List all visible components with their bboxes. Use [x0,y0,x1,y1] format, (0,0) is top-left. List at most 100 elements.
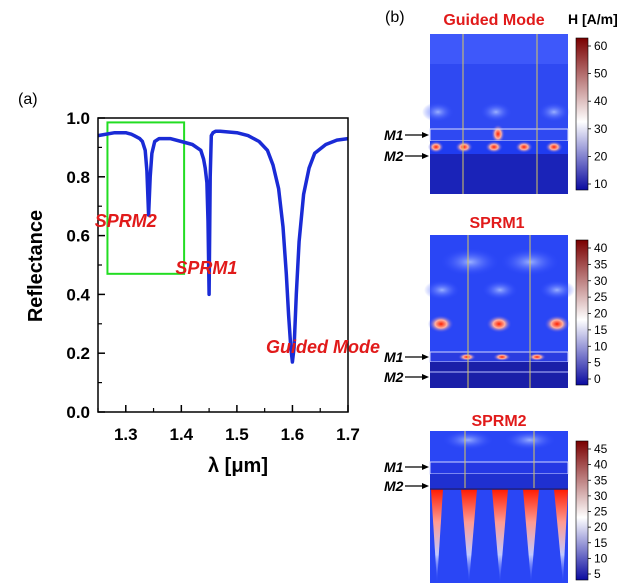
field-beam [461,489,477,583]
map-title: SPRM2 [471,413,526,430]
layer-m1-outline [429,461,569,475]
colorbar-tick-label: 45 [594,442,608,456]
y-tick-label: 0.6 [66,227,90,246]
mode-annotation: SPRM2 [95,211,157,231]
field-hotspot [428,141,444,153]
plot-frame [97,117,349,413]
field-lobe [482,280,518,300]
field-hotspot [493,353,511,361]
colorbar-tick-label: 0 [594,372,601,386]
field-lobe [504,430,556,450]
layer-marker-m1: M1 [384,349,429,365]
colorbar-tick-label: 35 [594,473,608,487]
mode-annotations: SPRM2 SPRM1 Guided Mode [95,211,380,357]
layer-label-m2: M2 [384,478,404,494]
field-lobe [538,102,570,122]
field-lobe [422,102,454,122]
colorbar-tick-label: 30 [594,122,608,136]
field-lobe [424,280,460,300]
reflectance-series-line [97,129,349,364]
arrow-head-icon [422,483,429,489]
field-hotspot [486,315,512,333]
layer-label-m1: M1 [384,349,404,365]
x-axis-label: λ [μm] [208,455,268,477]
colorbar-tick-label: 5 [594,567,601,581]
field-lobe [442,430,494,450]
arrow-head-icon [422,464,429,470]
colorbar [575,239,589,386]
colorbar-tick-label: 20 [594,520,608,534]
reflectance-chart: 1.3 1.4 1.5 1.6 1.70.00.20.40.60.81.0 SPRM2S… [25,109,380,477]
layer-marker-m2: M2 [384,148,429,164]
x-tick-label: 1.6 [281,425,305,444]
mode-annotation: Guided Mode [266,337,380,357]
field-lobe [440,248,500,276]
field-beam [523,489,539,583]
colorbar-tick-label: 25 [594,290,608,304]
highlight-box [106,121,186,275]
colorbar-tick-label: 35 [594,257,608,271]
field-hotspot [485,141,503,153]
panel-b-letter: (b) [385,9,405,26]
colorbar-tick-label: 15 [594,536,608,550]
colorbar-tick-label: 25 [594,505,608,519]
substrate-region [430,362,568,388]
field-map-guided-mode: Guided Mode 60 50 40 30 20 10 M1 M2 [384,12,608,194]
field-unit-label: H [A/m] [568,11,618,27]
layer-marker-m1: M1 [384,459,429,475]
y-tick-label: 0.2 [66,344,90,363]
layer-label-m1: M1 [384,127,404,143]
y-tick-label: 0.4 [66,285,90,304]
colorbar-tick-label: 40 [594,94,608,108]
layer-marker-m2: M2 [384,478,429,494]
y-tick-label: 0.8 [66,168,90,187]
colorbar-tick-label: 20 [594,149,608,163]
colorbar-tick-label: 40 [594,241,608,255]
colorbar-tick-label: 20 [594,307,608,321]
colorbar-tick-label: 40 [594,458,608,472]
field-lobe [480,102,512,122]
layer-label-m2: M2 [384,148,404,164]
map-title: Guided Mode [443,12,544,29]
field-hotspot [528,353,546,361]
colorbar-tick-label: 30 [594,489,608,503]
map-band [430,34,568,64]
field-hotspot [544,315,570,333]
mode-annotation: SPRM1 [175,258,237,278]
arrow-head-icon [422,132,429,138]
x-tick-label: 1.3 [114,425,138,444]
colorbar-tick-label: 10 [594,551,608,565]
colorbar-tick-label: 10 [594,339,608,353]
colorbar-ticks: 60 50 40 30 20 10 [588,39,608,191]
colorbar-tick-label: 10 [594,177,608,191]
field-beam [492,489,508,583]
arrow-head-icon [422,374,429,380]
y-tick-label: 0.0 [66,403,90,422]
field-map-sprm1: SPRM1 40 35 30 25 20 15 10 5 0 M1 M2 [384,215,608,388]
layer-label-m2: M2 [384,369,404,385]
x-tick-label: 1.7 [336,425,360,444]
colorbar [575,440,589,581]
layer-label-m1: M1 [384,459,404,475]
colorbar-tick-label: 50 [594,67,608,81]
field-lobe [539,280,575,300]
field-beam [431,489,443,583]
field-hotspot [455,141,473,153]
x-tick-label: 1.5 [225,425,249,444]
field-hotspot [458,353,476,361]
tick-labels: 1.3 1.4 1.5 1.6 1.7 0.0 0.2 0.4 0.6 0.8 1.0 [66,109,359,444]
colorbar-ticks: 40 35 30 25 20 15 10 5 0 [588,241,608,386]
colorbar-tick-label: 30 [594,274,608,288]
substrate-region [430,154,568,194]
spacer-layer [430,474,568,488]
arrow-head-icon [422,354,429,360]
x-tick-label: 1.4 [170,425,194,444]
colorbar-tick-label: 15 [594,323,608,337]
field-beam [554,489,568,583]
y-axis-label: Reflectance [25,210,47,322]
field-hotspot [545,141,563,153]
layer-marker-m2: M2 [384,369,429,385]
field-hotspot [428,315,454,333]
